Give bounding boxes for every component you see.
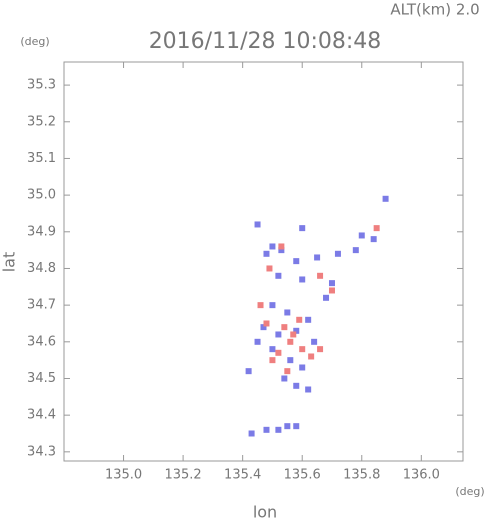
radar-echo: [269, 243, 276, 250]
y-axis-label: lat: [0, 252, 19, 273]
x-tick-label: 135.8: [343, 468, 380, 483]
radar-echo: [254, 221, 261, 228]
radar-echo: [299, 276, 306, 283]
radar-echo: [305, 316, 312, 323]
radar-echo: [266, 265, 273, 272]
radar-echo: [284, 309, 291, 316]
radar-echo: [370, 236, 377, 243]
radar-echo: [293, 382, 300, 389]
y-unit: (deg): [20, 35, 49, 48]
x-tick-label: 135.0: [105, 468, 142, 483]
radar-echo: [328, 280, 335, 287]
x-tick-label: 135.2: [164, 468, 201, 483]
radar-echo: [275, 426, 282, 433]
y-tick-label: 35.0: [27, 188, 56, 203]
radar-echo: [263, 426, 270, 433]
radar-echo: [278, 247, 285, 254]
radar-echo: [245, 368, 252, 375]
radar-echo: [293, 327, 300, 334]
radar-echo: [305, 386, 312, 393]
radar-echo: [287, 338, 294, 345]
y-tick-label: 34.3: [27, 444, 56, 459]
radar-echo: [317, 346, 324, 353]
radar-echo: [269, 302, 276, 309]
y-tick-label: 35.1: [27, 151, 56, 166]
chart-title: 2016/11/28 10:08:48: [149, 29, 382, 54]
radar-echo: [254, 338, 261, 345]
radar-echo: [299, 364, 306, 371]
radar-echo: [263, 320, 270, 327]
radar-echo: [328, 287, 335, 294]
radar-echo: [275, 272, 282, 279]
y-tick-label: 34.4: [27, 408, 56, 423]
radar-echo: [373, 225, 380, 232]
radar-echo: [311, 338, 318, 345]
subtitle: ALT(km) 2.0: [390, 1, 479, 19]
radar-echo: [334, 250, 341, 257]
radar-echo: [358, 232, 365, 239]
x-axis-label: lon: [253, 503, 277, 521]
radar-echo: [263, 250, 270, 257]
radar-echo: [296, 316, 303, 323]
radar-echo: [352, 247, 359, 254]
radar-echo: [260, 324, 267, 331]
radar-echo: [287, 357, 294, 364]
y-tick-label: 34.5: [27, 371, 56, 386]
radar-echo: [275, 349, 282, 356]
x-unit: (deg): [455, 485, 484, 498]
radar-echo: [284, 423, 291, 430]
x-tick-label: 135.4: [224, 468, 261, 483]
x-tick-label: 136.0: [403, 468, 440, 483]
radar-echo: [299, 346, 306, 353]
radar-echo: [308, 353, 315, 360]
plot-frame: [63, 61, 464, 462]
radar-echo: [293, 258, 300, 265]
radar-echo: [317, 272, 324, 279]
radar-echo: [284, 368, 291, 375]
y-tick-label: 35.3: [27, 78, 56, 93]
y-tick-label: 34.9: [27, 224, 56, 239]
radar-echo: [299, 225, 306, 232]
radar-echo: [281, 324, 288, 331]
radar-echo: [382, 195, 389, 202]
radar-echo: [269, 346, 276, 353]
radar-echo: [293, 423, 300, 430]
radar-echo: [314, 254, 321, 261]
x-tick-label: 135.6: [284, 468, 321, 483]
radar-echo: [275, 331, 282, 338]
y-tick-label: 34.6: [27, 334, 56, 349]
radar-echo: [269, 357, 276, 364]
radar-echo: [278, 243, 285, 250]
y-tick-label: 35.2: [27, 114, 56, 129]
y-tick-label: 34.8: [27, 261, 56, 276]
y-tick-label: 34.7: [27, 298, 56, 313]
radar-echo: [281, 375, 288, 382]
radar-echo: [323, 294, 330, 301]
radar-echo: [248, 430, 255, 437]
radar-echo: [257, 302, 264, 309]
radar-echo: [290, 331, 297, 338]
